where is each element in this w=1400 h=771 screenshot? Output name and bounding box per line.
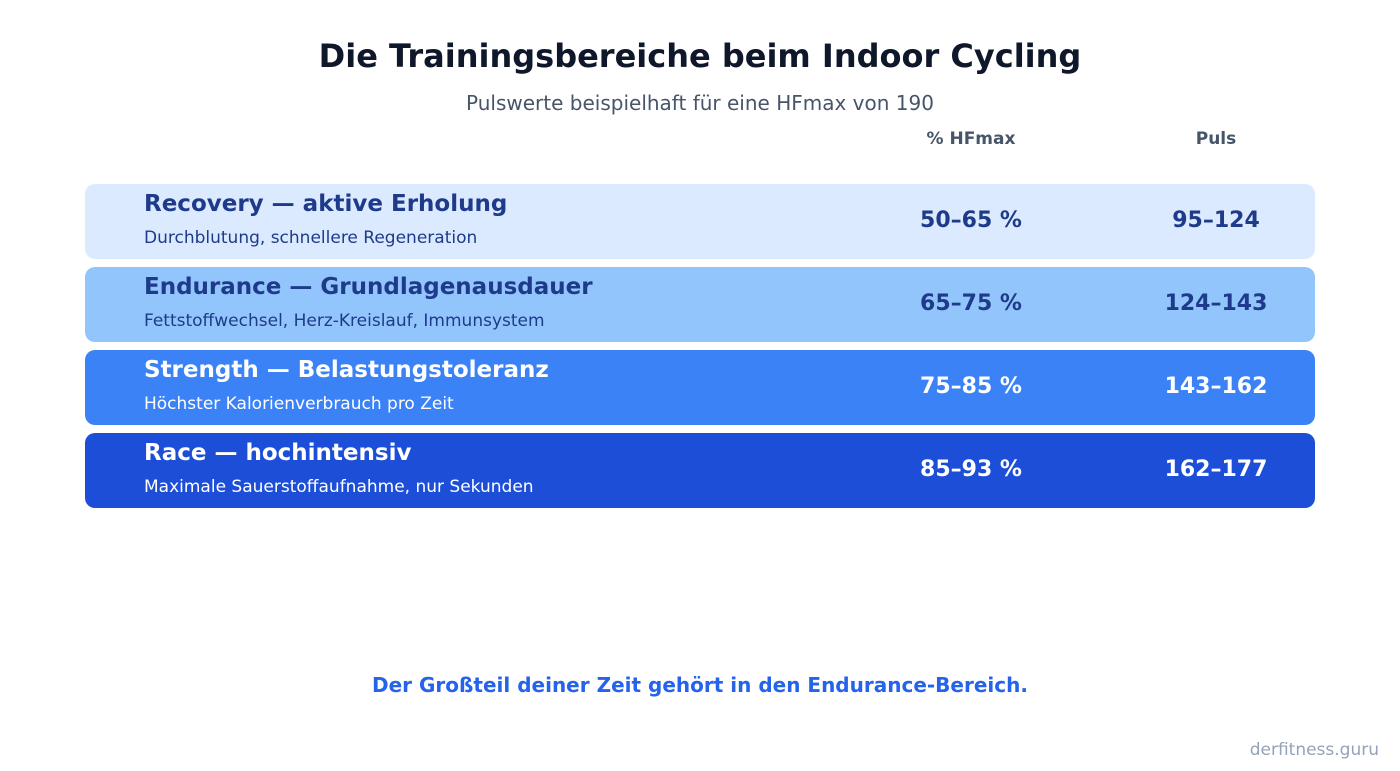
zone-name: Strength — Belastungstoleranz	[144, 357, 549, 383]
zone-hfmax-value: 65–75 %	[920, 291, 1022, 316]
zone-hfmax-value: 85–93 %	[920, 457, 1022, 482]
zone-puls-value: 143–162	[1164, 374, 1268, 399]
zone-hfmax-value: 75–85 %	[920, 374, 1022, 399]
zone-puls-value: 162–177	[1164, 457, 1268, 482]
chart-title: Die Trainingsbereiche beim Indoor Cyclin…	[318, 37, 1082, 75]
chart-subtitle: Pulswerte beispielhaft für eine HFmax vo…	[466, 91, 934, 115]
zone-description: Maximale Sauerstoffaufnahme, nur Sekunde…	[144, 477, 534, 497]
zone-row: Recovery — aktive Erholung Durchblutung, …	[85, 184, 1315, 259]
zone-description: Durchblutung, schnellere Regeneration	[144, 228, 478, 248]
zone-name: Endurance — Grundlagenausdauer	[144, 274, 593, 300]
column-header-puls: Puls	[1195, 129, 1237, 149]
zone-name: Recovery — aktive Erholung	[144, 191, 508, 217]
zone-row: Race — hochintensiv Maximale Sauerstoffau…	[85, 433, 1315, 508]
zone-row: Endurance — Grundlagenausdauer Fettstoffw…	[85, 267, 1315, 342]
brand-watermark: derfitness.guru	[1249, 740, 1379, 760]
zone-name: Race — hochintensiv	[144, 440, 412, 466]
zone-row: Strength — Belastungstoleranz Höchster Ka…	[85, 350, 1315, 425]
zone-description: Fettstoffwechsel, Herz-Kreislauf, Immuns…	[144, 311, 545, 331]
zone-table: Recovery — aktive Erholung Durchblutung, …	[85, 184, 1315, 516]
zone-hfmax-value: 50–65 %	[920, 208, 1022, 233]
zone-puls-value: 95–124	[1172, 208, 1260, 233]
takeaway-note: Der Großteil deiner Zeit gehört in den E…	[372, 673, 1028, 697]
column-header-hfmax: % HFmax	[926, 129, 1016, 149]
zone-description: Höchster Kalorienverbrauch pro Zeit	[144, 394, 454, 414]
zone-puls-value: 124–143	[1164, 291, 1268, 316]
